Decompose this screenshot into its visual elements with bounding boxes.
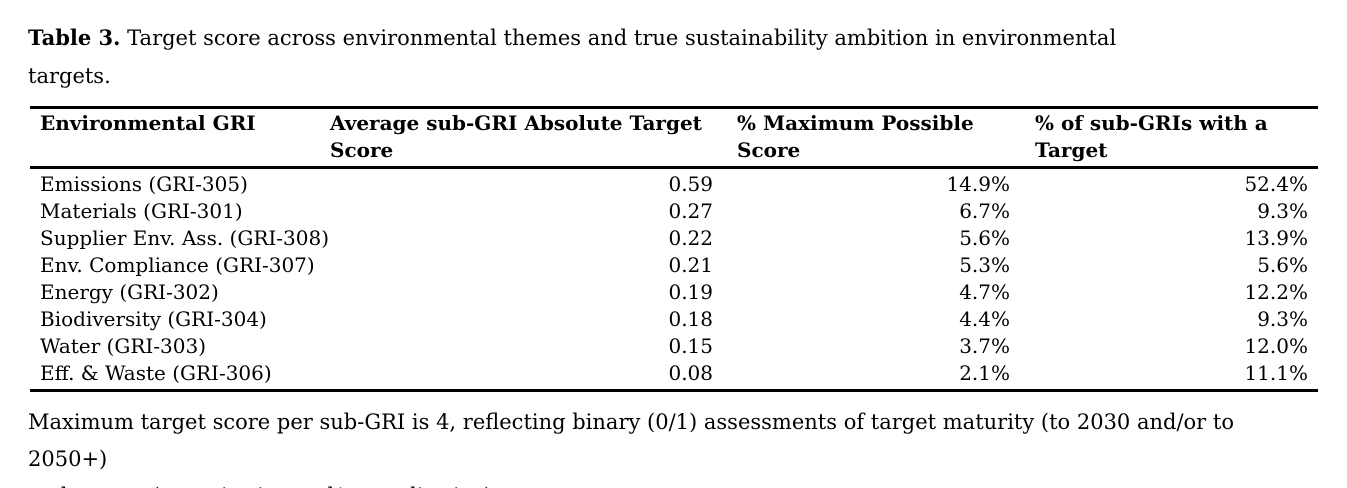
table-row-env-compliance: Env. Compliance (GRI-307) 0.21 5.3% 5.6% xyxy=(30,252,1318,279)
table-row-materials: Materials (GRI-301) 0.27 6.7% 9.3% xyxy=(30,198,1318,225)
cell-avg-score: 0.18 xyxy=(668,307,713,331)
cell-pct-target: 12.0% xyxy=(1244,334,1308,358)
column-header-pct-subgris-with-target: % of sub-GRIs with a Target xyxy=(1030,107,1318,169)
cell-pct-target: 9.3% xyxy=(1257,307,1308,331)
cell-avg-score: 0.59 xyxy=(668,172,713,196)
cell-avg-score: 0.19 xyxy=(668,280,713,304)
cell-gri: Emissions (GRI-305) xyxy=(40,172,248,196)
cell-pct-max: 3.7% xyxy=(959,334,1010,358)
table-footnote-line2: and nature (quantitative and/or qualitat… xyxy=(28,478,1319,488)
cell-avg-score: 0.21 xyxy=(668,253,713,277)
column-header-pct-maximum-score: % Maximum Possible Score xyxy=(727,107,1030,169)
table-row-water: Water (GRI-303) 0.15 3.7% 12.0% xyxy=(30,333,1318,360)
cell-gri: Supplier Env. Ass. (GRI-308) xyxy=(40,226,330,250)
cell-pct-max: 6.7% xyxy=(959,199,1010,223)
table-caption-line1: Table 3. Target score across environment… xyxy=(28,19,1319,57)
cell-pct-target: 52.4% xyxy=(1244,172,1308,196)
table-caption-line2: targets. xyxy=(28,64,111,88)
cell-pct-max: 14.9% xyxy=(946,172,1010,196)
cell-pct-target: 13.9% xyxy=(1244,226,1308,250)
cell-avg-score: 0.27 xyxy=(668,199,713,223)
column-header-average-target-score: Average sub-GRI Absolute Target Score xyxy=(330,107,727,169)
cell-avg-score: 0.22 xyxy=(668,226,713,250)
table-header-row: Environmental GRI Average sub-GRI Absolu… xyxy=(30,107,1318,169)
table-row-supplier-env-ass: Supplier Env. Ass. (GRI-308) 0.22 5.6% 1… xyxy=(30,225,1318,252)
cell-gri: Env. Compliance (GRI-307) xyxy=(40,253,315,277)
table-row-eff-waste: Eff. & Waste (GRI-306) 0.08 2.1% 11.1% xyxy=(30,360,1318,391)
results-table: Environmental GRI Average sub-GRI Absolu… xyxy=(30,106,1318,392)
cell-avg-score: 0.15 xyxy=(668,334,713,358)
cell-pct-max: 5.6% xyxy=(959,226,1010,250)
cell-pct-target: 5.6% xyxy=(1257,253,1308,277)
cell-pct-max: 5.3% xyxy=(959,253,1010,277)
table-caption-text: Target score across environmental themes… xyxy=(127,26,1117,50)
cell-gri: Energy (GRI-302) xyxy=(40,280,219,304)
table-row-emissions: Emissions (GRI-305) 0.59 14.9% 52.4% xyxy=(30,168,1318,199)
table-caption: Table 3. Target score across environment… xyxy=(28,19,1319,95)
table-caption-label: Table 3. xyxy=(28,25,121,50)
table-footnote: Maximum target score per sub-GRI is 4, r… xyxy=(28,404,1319,488)
column-header-environmental-gri: Environmental GRI xyxy=(30,107,330,169)
cell-pct-target: 9.3% xyxy=(1257,199,1308,223)
cell-pct-target: 12.2% xyxy=(1244,280,1308,304)
table-row-energy: Energy (GRI-302) 0.19 4.7% 12.2% xyxy=(30,279,1318,306)
cell-gri: Water (GRI-303) xyxy=(40,334,207,358)
cell-pct-max: 4.4% xyxy=(959,307,1010,331)
cell-pct-target: 11.1% xyxy=(1244,361,1308,385)
cell-pct-max: 2.1% xyxy=(959,361,1010,385)
table-row-biodiversity: Biodiversity (GRI-304) 0.18 4.4% 9.3% xyxy=(30,306,1318,333)
cell-pct-max: 4.7% xyxy=(959,280,1010,304)
cell-gri: Materials (GRI-301) xyxy=(40,199,243,223)
cell-avg-score: 0.08 xyxy=(668,361,713,385)
cell-gri: Biodiversity (GRI-304) xyxy=(40,307,267,331)
cell-gri: Eff. & Waste (GRI-306) xyxy=(40,361,272,385)
table-footnote-line1: Maximum target score per sub-GRI is 4, r… xyxy=(28,410,1234,471)
